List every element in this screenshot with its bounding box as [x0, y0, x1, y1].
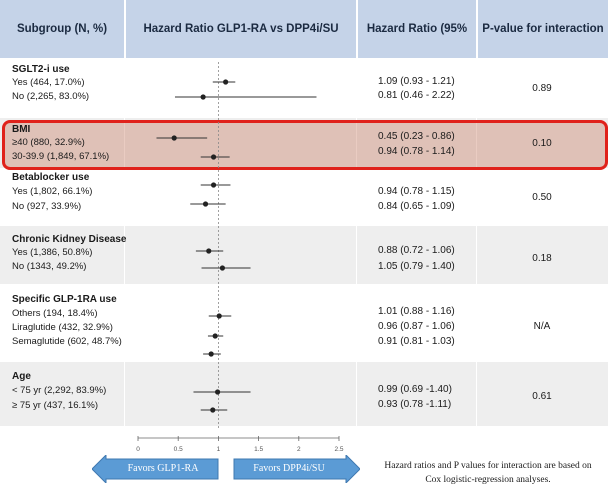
- p-value: 0.10: [532, 138, 552, 149]
- x-tick-label: 2.5: [334, 446, 343, 453]
- row-label: Yes (1,386, 50.8%): [12, 247, 93, 258]
- favors-dpp4i-label: Favors DPP4i/SU: [253, 463, 325, 474]
- hr-text: 0.91 (0.81 - 1.03): [378, 336, 455, 347]
- row-label: No (2,265, 83.0%): [12, 91, 90, 102]
- footnote-line-1: Hazard ratios and P values for interacti…: [384, 461, 592, 471]
- row-label: Liraglutide (432, 32.9%): [12, 322, 113, 333]
- x-tick-label: 2: [297, 446, 301, 453]
- group-title: Betablocker use: [12, 172, 90, 183]
- group-title: Specific GLP-1RA use: [12, 294, 117, 305]
- hr-point: [171, 135, 177, 141]
- header-cell-pval: [478, 0, 608, 58]
- hr-point: [210, 154, 217, 160]
- hr-text: 0.94 (0.78 - 1.15): [378, 186, 455, 197]
- band-bmi: [0, 118, 608, 168]
- favors-dpp4i-arrow: [233, 455, 360, 483]
- hr-point: [208, 351, 214, 357]
- hr-text: 1.05 (0.79 - 1.40): [378, 261, 455, 272]
- row-label: No (1343, 49.2%): [12, 261, 87, 272]
- row-label: < 75 yr (2,292, 83.9%): [12, 385, 107, 396]
- band-ckd: [0, 226, 608, 284]
- row-label: Yes (1,802, 66.1%): [12, 186, 93, 197]
- p-value: N/A: [533, 321, 551, 332]
- bmi-highlight-box: [2, 120, 608, 170]
- p-value: 0.50: [532, 192, 552, 203]
- header-pval: P-value for interaction: [482, 23, 604, 35]
- row-label: ≥ 75 yr (437, 16.1%): [12, 400, 99, 411]
- footnote-line-2: Cox logistic-regression analyses.: [425, 475, 551, 485]
- hr-text: 1.09 (0.93 - 1.21): [378, 76, 455, 87]
- hr-text: 1.01 (0.88 - 1.16): [378, 306, 455, 317]
- group-title: Age: [12, 371, 31, 382]
- p-value: 0.61: [532, 391, 552, 402]
- row-label: ≥40 (880, 32.9%): [12, 137, 85, 148]
- hr-point: [202, 201, 209, 207]
- p-value: 0.18: [532, 253, 552, 264]
- band-age: [0, 362, 608, 426]
- x-tick-label: 1: [217, 446, 221, 453]
- hr-text: 0.45 (0.23 - 0.86): [378, 131, 455, 142]
- group-title: BMI: [12, 124, 31, 135]
- column-divider: [124, 0, 125, 428]
- hr-text: 0.84 (0.65 - 1.09): [378, 201, 455, 212]
- group-title: SGLT2-i use: [12, 64, 70, 75]
- row-label: Yes (464, 17.0%): [12, 77, 85, 88]
- x-tick-label: 0: [136, 446, 140, 453]
- x-tick-label: 0.5: [174, 446, 183, 453]
- favors-glp1ra-arrow: [92, 455, 219, 483]
- band-betablocker: [0, 168, 608, 226]
- header-cell-hr: [358, 0, 476, 58]
- hr-point: [219, 265, 226, 271]
- hr-text: 0.81 (0.46 - 2.22): [378, 90, 455, 101]
- header-subgroup: Subgroup (N, %): [16, 23, 108, 35]
- hr-point: [216, 313, 222, 319]
- favors-glp1ra-label: Favors GLP1-RA: [127, 463, 199, 474]
- hr-text: 0.99 (0.69 -1.40): [378, 384, 452, 395]
- p-value: 0.89: [532, 83, 552, 94]
- header-plot: Hazard Ratio GLP1-RA vs DPP4i/SU: [143, 23, 339, 35]
- header-cell-plot: [126, 0, 356, 58]
- hr-point: [214, 389, 221, 395]
- hr-point: [206, 248, 212, 254]
- band-sglt2: [0, 60, 608, 118]
- hr-text: 0.93 (0.78 -1.11): [378, 399, 452, 410]
- hr-text: 0.88 (0.72 - 1.06): [378, 245, 455, 256]
- hr-point: [223, 79, 229, 85]
- hr-text: 0.96 (0.87 - 1.06): [378, 321, 455, 332]
- row-label: No (927, 33.9%): [12, 201, 82, 212]
- header-cell-subgroup: [0, 0, 124, 58]
- hr-text: 0.94 (0.78 - 1.14): [378, 146, 455, 157]
- hr-point: [200, 94, 206, 100]
- row-label: Others (194, 18.4%): [12, 308, 98, 319]
- row-label: 30-39.9 (1,849, 67.1%): [12, 151, 110, 162]
- hr-point: [210, 407, 216, 413]
- band-glp1ra: [0, 284, 608, 362]
- group-title: Chronic Kidney Disease: [12, 234, 127, 245]
- hr-point: [210, 182, 217, 188]
- x-tick-label: 1.5: [254, 446, 263, 453]
- column-divider: [476, 0, 477, 428]
- row-label: Semaglutide (602, 48.7%): [12, 336, 122, 347]
- hr-point: [212, 333, 218, 339]
- column-divider: [356, 0, 357, 428]
